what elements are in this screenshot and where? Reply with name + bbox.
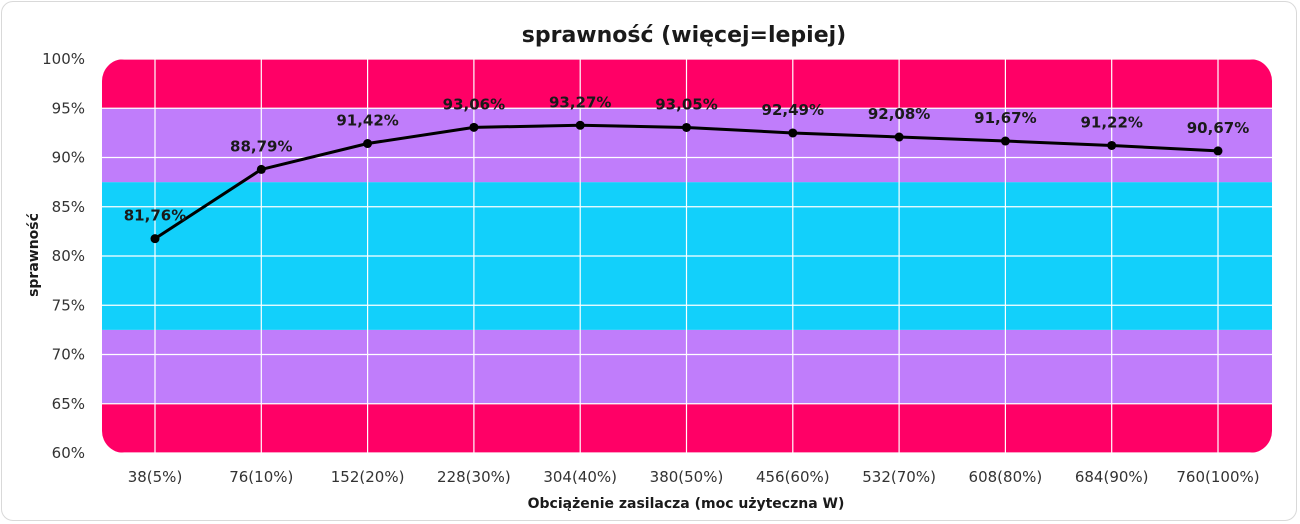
- data-point: [788, 128, 798, 138]
- data-label: 90,67%: [1187, 119, 1249, 137]
- x-axis-label: Obciążenie zasilacza (moc użyteczna W): [528, 496, 845, 512]
- data-point: [363, 139, 373, 149]
- data-label: 91,42%: [336, 112, 398, 130]
- data-point: [894, 132, 904, 142]
- data-points: [150, 120, 1223, 244]
- data-labels: 81,76% 88,79% 91,42% 93,06% 93,27% 93,05% 92,4…: [124, 93, 1249, 224]
- x-tick-label: 532(70%): [862, 468, 936, 486]
- data-point: [1107, 140, 1117, 150]
- x-tick-labels: 38(5%) 76(10%) 152(20%) 228(30%) 304(40%) 380…: [128, 468, 1260, 486]
- x-tick-label: 38(5%): [128, 468, 183, 486]
- x-tick-label: 76(10%): [229, 468, 293, 486]
- data-point: [575, 120, 585, 130]
- data-label: 91,67%: [974, 109, 1036, 127]
- x-tick-label: 608(80%): [969, 468, 1043, 486]
- x-tick-label: 152(20%): [331, 468, 405, 486]
- data-point: [469, 122, 479, 132]
- data-point: [150, 234, 160, 244]
- x-tick-label: 304(40%): [543, 468, 617, 486]
- chart-title: sprawność (więcej=lepiej): [522, 23, 846, 48]
- data-label: 91,22%: [1080, 113, 1142, 131]
- y-tick-label: 75%: [52, 296, 85, 314]
- y-tick-label: 80%: [52, 247, 85, 265]
- x-tick-label: 380(50%): [650, 468, 724, 486]
- data-label: 93,27%: [549, 93, 611, 111]
- data-label: 93,06%: [443, 95, 505, 113]
- data-label: 92,08%: [868, 105, 930, 123]
- x-tick-label: 684(90%): [1075, 468, 1149, 486]
- data-point: [682, 122, 691, 132]
- data-label: 81,76%: [124, 207, 186, 225]
- y-tick-label: 85%: [52, 198, 85, 216]
- x-tick-label: 456(60%): [756, 468, 830, 486]
- y-tick-label: 65%: [52, 395, 85, 413]
- y-axis-label: sprawność: [26, 213, 42, 297]
- data-point: [1213, 146, 1223, 156]
- x-tick-label: 228(30%): [437, 468, 511, 486]
- y-tick-label: 100%: [42, 50, 85, 68]
- y-tick-label: 90%: [52, 149, 85, 167]
- data-label: 93,05%: [655, 95, 717, 113]
- data-label: 92,49%: [762, 101, 824, 119]
- data-point: [256, 164, 266, 174]
- data-label: 88,79%: [230, 137, 292, 155]
- data-point: [1000, 136, 1010, 146]
- y-tick-label: 60%: [52, 444, 85, 462]
- y-tick-label: 95%: [52, 99, 85, 117]
- y-tick-label: 70%: [52, 346, 85, 364]
- y-tick-labels: 60% 65% 70% 75% 80% 85% 90% 95% 100%: [42, 50, 85, 462]
- x-tick-label: 760(100%): [1176, 468, 1259, 486]
